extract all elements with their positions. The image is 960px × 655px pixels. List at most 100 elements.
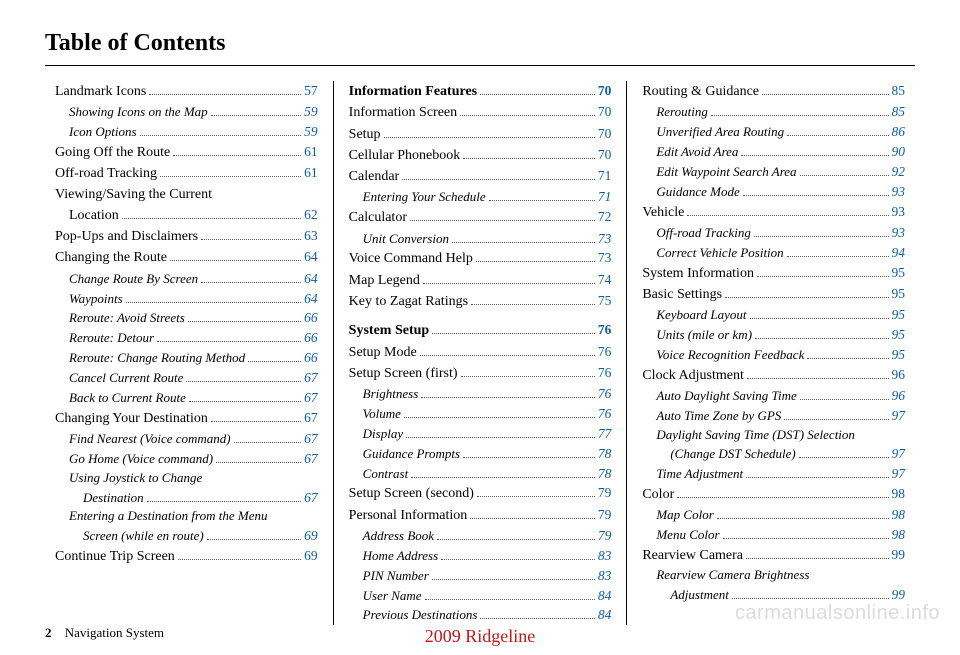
- toc-page[interactable]: 64: [304, 289, 318, 309]
- toc-page[interactable]: 78: [598, 444, 612, 464]
- toc-page[interactable]: 71: [598, 187, 612, 207]
- toc-label: Cancel Current Route: [55, 369, 183, 388]
- toc-page[interactable]: 97: [892, 406, 906, 426]
- toc-page[interactable]: 77: [598, 424, 612, 444]
- toc-page[interactable]: 95: [892, 284, 906, 304]
- toc-page[interactable]: 61: [304, 163, 318, 183]
- toc-page[interactable]: 75: [598, 291, 612, 311]
- toc-page[interactable]: 67: [304, 429, 318, 449]
- toc-page[interactable]: 83: [598, 546, 612, 566]
- toc-page[interactable]: 84: [598, 605, 612, 625]
- toc-label-cont: (Change DST Schedule): [642, 445, 795, 464]
- toc-page[interactable]: 62: [304, 205, 318, 225]
- toc-entry: Rearview Camera Brightness: [642, 566, 905, 585]
- toc-page[interactable]: 83: [598, 566, 612, 586]
- toc-page[interactable]: 69: [304, 526, 318, 546]
- toc-page[interactable]: 85: [892, 102, 906, 122]
- toc-page[interactable]: 85: [892, 81, 906, 101]
- toc-page[interactable]: 72: [598, 207, 612, 227]
- toc-page[interactable]: 66: [304, 348, 318, 368]
- toc-page[interactable]: 71: [598, 166, 612, 186]
- toc-page[interactable]: 76: [598, 320, 612, 340]
- toc-page[interactable]: 98: [892, 505, 906, 525]
- toc-page[interactable]: 84: [598, 586, 612, 606]
- toc-entry: Entering a Destination from the Menu: [55, 507, 318, 526]
- toc-page[interactable]: 79: [598, 505, 612, 525]
- toc-page[interactable]: 66: [304, 308, 318, 328]
- toc-page[interactable]: 93: [892, 223, 906, 243]
- toc-page[interactable]: 93: [892, 182, 906, 202]
- toc-label: Vehicle: [642, 203, 684, 223]
- toc-page[interactable]: 79: [598, 483, 612, 503]
- toc-label: Key to Zagat Ratings: [349, 292, 468, 312]
- toc-page[interactable]: 97: [892, 464, 906, 484]
- toc-page[interactable]: 95: [892, 325, 906, 345]
- toc-page[interactable]: 59: [304, 122, 318, 142]
- toc-page[interactable]: 98: [892, 484, 906, 504]
- toc-page[interactable]: 79: [598, 526, 612, 546]
- toc-page[interactable]: 70: [598, 145, 612, 165]
- toc-entry: Back to Current Route67: [55, 388, 318, 408]
- toc-page[interactable]: 67: [304, 368, 318, 388]
- toc-page[interactable]: 96: [892, 386, 906, 406]
- toc-page[interactable]: 61: [304, 142, 318, 162]
- toc-page[interactable]: 73: [598, 248, 612, 268]
- toc-page[interactable]: 70: [598, 102, 612, 122]
- toc-page[interactable]: 96: [892, 365, 906, 385]
- toc-entry: Information Features70: [349, 81, 612, 102]
- toc-entry: Reroute: Avoid Streets66: [55, 308, 318, 328]
- toc-label: Setup Screen (second): [349, 484, 474, 504]
- toc-label: Edit Avoid Area: [642, 143, 738, 162]
- toc-page[interactable]: 73: [598, 229, 612, 249]
- toc-entry: Auto Time Zone by GPS97: [642, 406, 905, 426]
- toc-page[interactable]: 90: [892, 142, 906, 162]
- toc-entry: Off-road Tracking61: [55, 163, 318, 184]
- toc-page[interactable]: 98: [892, 525, 906, 545]
- toc-page[interactable]: 76: [598, 404, 612, 424]
- toc-page[interactable]: 76: [598, 342, 612, 362]
- toc-entry: Voice Command Help73: [349, 248, 612, 269]
- toc-label: Home Address: [349, 547, 438, 566]
- toc-label: Brightness: [349, 385, 419, 404]
- toc-label: Reroute: Change Routing Method: [55, 349, 245, 368]
- toc-page[interactable]: 70: [598, 81, 612, 101]
- footer-section: Navigation System: [65, 625, 164, 640]
- toc-page[interactable]: 78: [598, 464, 612, 484]
- toc-page[interactable]: 76: [598, 363, 612, 383]
- toc-page[interactable]: 69: [304, 546, 318, 566]
- toc-page[interactable]: 76: [598, 384, 612, 404]
- toc-page[interactable]: 95: [892, 345, 906, 365]
- toc-label: User Name: [349, 587, 422, 606]
- toc-label: Cellular Phonebook: [349, 146, 461, 166]
- toc-page[interactable]: 66: [304, 328, 318, 348]
- toc-entry: Off-road Tracking93: [642, 223, 905, 243]
- toc-page[interactable]: 86: [892, 122, 906, 142]
- toc-page[interactable]: 95: [892, 305, 906, 325]
- toc-page[interactable]: 93: [892, 202, 906, 222]
- toc-page[interactable]: 57: [304, 81, 318, 101]
- toc-page[interactable]: 94: [892, 243, 906, 263]
- toc-entry: Volume76: [349, 404, 612, 424]
- toc-page[interactable]: 92: [892, 162, 906, 182]
- toc-entry: System Setup 76: [349, 320, 612, 341]
- toc-page[interactable]: 70: [598, 124, 612, 144]
- toc-page[interactable]: 67: [304, 408, 318, 428]
- toc-page[interactable]: 67: [304, 449, 318, 469]
- toc-label: System Setup: [349, 321, 430, 341]
- toc-entry: Clock Adjustment96: [642, 365, 905, 386]
- toc-page[interactable]: 67: [304, 388, 318, 408]
- toc-page[interactable]: 67: [304, 488, 318, 508]
- toc-entry: Setup Mode76: [349, 342, 612, 363]
- toc-page[interactable]: 74: [598, 270, 612, 290]
- toc-page[interactable]: 59: [304, 102, 318, 122]
- toc-page[interactable]: 99: [892, 545, 906, 565]
- toc-page[interactable]: 64: [304, 269, 318, 289]
- toc-page[interactable]: 63: [304, 226, 318, 246]
- toc-column-1: Landmark Icons57Showing Icons on the Map…: [45, 81, 328, 625]
- toc-entry: Correct Vehicle Position94: [642, 243, 905, 263]
- toc-page[interactable]: 97: [892, 444, 906, 464]
- toc-page[interactable]: 64: [304, 247, 318, 267]
- toc-entry: Daylight Saving Time (DST) Selection: [642, 426, 905, 445]
- toc-label: PIN Number: [349, 567, 429, 586]
- toc-page[interactable]: 95: [892, 263, 906, 283]
